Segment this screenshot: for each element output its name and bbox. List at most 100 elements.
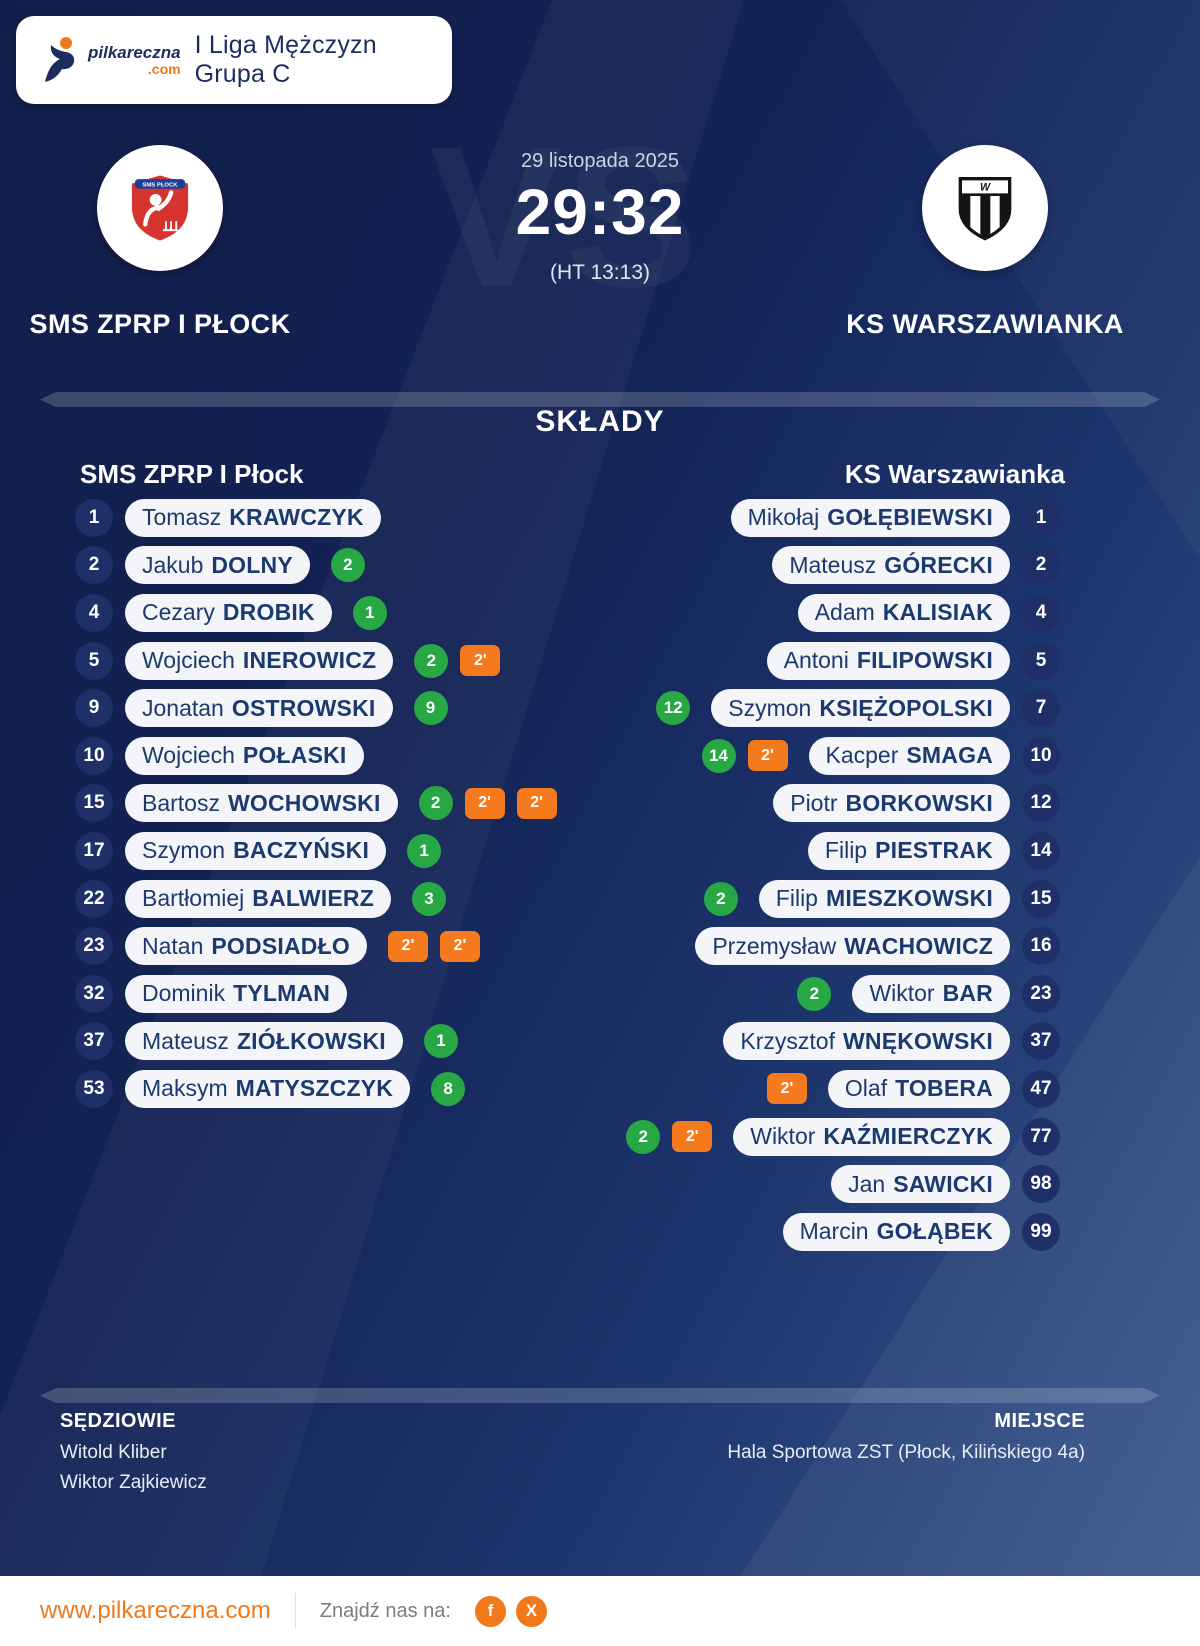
player-last-name: POŁASKI bbox=[242, 742, 347, 769]
facebook-icon[interactable]: f bbox=[474, 1595, 506, 1627]
player-name-pill: Filip PIESTRAK bbox=[807, 831, 1010, 870]
social-icons: f X bbox=[474, 1595, 547, 1627]
player-first-name: Filip bbox=[775, 885, 818, 912]
goals-badge: 2 bbox=[797, 976, 832, 1011]
roster-row: 12 Szymon KSIĘŻOPOLSKI 7 bbox=[656, 684, 1060, 732]
player-number: 32 bbox=[75, 974, 113, 1013]
player-name-pill: Antoni FILIPOWSKI bbox=[766, 641, 1010, 680]
roster-row: Marcin GOŁĄBEK 99 bbox=[774, 1208, 1060, 1256]
player-last-name: KALISIAK bbox=[882, 599, 993, 626]
player-first-name: Marcin bbox=[799, 1218, 869, 1245]
player-number: 23 bbox=[75, 927, 113, 966]
player-last-name: KAŹMIERCZYK bbox=[823, 1123, 993, 1150]
roster-row: 5 Wojciech INEROWICZ 2 2' bbox=[75, 637, 557, 685]
roster-row: 2 Filip MIESZKOWSKI 15 bbox=[703, 875, 1060, 923]
match-date: 29 listopada 2025 bbox=[521, 150, 679, 172]
player-last-name: OSTROWSKI bbox=[231, 694, 376, 721]
player-number: 2 bbox=[75, 546, 113, 585]
away-roster: Mikołaj GOŁĘBIEWSKI 1 Mateusz GÓRECKI 2 Adam KA… bbox=[626, 494, 1060, 1256]
player-last-name: WACHOWICZ bbox=[844, 932, 993, 959]
player-first-name: Jan bbox=[848, 1170, 886, 1197]
website-link[interactable]: www.pilkareczna.com bbox=[40, 1597, 271, 1624]
player-number: 15 bbox=[1022, 879, 1060, 918]
player-name-pill: Maksym MATYSZCZYK bbox=[125, 1069, 411, 1108]
goals-badge: 9 bbox=[413, 691, 448, 726]
player-last-name: SMAGA bbox=[906, 742, 993, 769]
home-roster-title: SMS ZPRP I Płock bbox=[80, 459, 304, 489]
suspension-badge: 2' bbox=[672, 1121, 713, 1153]
goals-badge: 2 bbox=[414, 643, 449, 678]
player-name-pill: Mateusz ZIÓŁKOWSKI bbox=[125, 1022, 403, 1061]
player-number: 5 bbox=[1022, 641, 1060, 680]
player-last-name: BACZYŃSKI bbox=[233, 837, 370, 864]
roster-row: 2 Jakub DOLNY 2 bbox=[75, 542, 557, 590]
league-title: I Liga Mężczyzn Grupa C bbox=[194, 31, 377, 88]
roster-row: Przemysław WACHOWICZ 16 bbox=[686, 922, 1060, 970]
player-last-name: DOLNY bbox=[211, 551, 293, 578]
roster-row: 4 Cezary DROBIK 1 bbox=[75, 589, 557, 637]
x-icon[interactable]: X bbox=[515, 1595, 547, 1627]
bottom-divider bbox=[40, 1388, 1160, 1403]
roster-row: 14 2' Kacper SMAGA 10 bbox=[701, 732, 1060, 780]
goals-badge: 3 bbox=[411, 881, 446, 916]
player-first-name: Dominik bbox=[142, 980, 226, 1007]
player-number: 16 bbox=[1022, 927, 1060, 966]
player-number: 4 bbox=[75, 593, 113, 632]
match-score: 29:32 bbox=[515, 176, 685, 248]
player-last-name: MIESZKOWSKI bbox=[825, 885, 993, 912]
player-number: 99 bbox=[1022, 1212, 1060, 1251]
player-last-name: PIESTRAK bbox=[875, 837, 993, 864]
roster-row: 10 Wojciech POŁASKI bbox=[75, 732, 557, 780]
player-first-name: Przemysław bbox=[712, 932, 837, 959]
player-name-pill: Kacper SMAGA bbox=[808, 736, 1010, 775]
player-number: 37 bbox=[1022, 1022, 1060, 1061]
player-number: 17 bbox=[75, 831, 113, 870]
player-last-name: SAWICKI bbox=[893, 1170, 993, 1197]
roster-row: 32 Dominik TYLMAN bbox=[75, 970, 557, 1018]
player-first-name: Jonatan bbox=[142, 694, 224, 721]
player-last-name: GÓRECKI bbox=[884, 551, 993, 578]
player-name-pill: Tomasz KRAWCZYK bbox=[125, 498, 381, 537]
player-first-name: Natan bbox=[142, 932, 204, 959]
roster-row: 2' Olaf TOBERA 47 bbox=[766, 1065, 1060, 1113]
roster-row: 2 Wiktor BAR 23 bbox=[797, 970, 1060, 1018]
player-number: 10 bbox=[75, 736, 113, 775]
player-number: 23 bbox=[1022, 974, 1060, 1013]
vs-watermark: VS bbox=[430, 118, 701, 318]
player-last-name: INEROWICZ bbox=[242, 647, 377, 674]
player-number: 12 bbox=[1022, 784, 1060, 823]
player-name-pill: Jonatan OSTROWSKI bbox=[125, 689, 393, 728]
player-first-name: Olaf bbox=[844, 1075, 888, 1102]
lineups-title: SKŁADY bbox=[535, 405, 665, 438]
sms-plock-crest-icon: SMS PŁOCK bbox=[128, 172, 192, 244]
suspension-badge: 2' bbox=[516, 787, 557, 819]
home-team-block: SMS PŁOCK SMS ZPRP I PŁOCK bbox=[13, 145, 307, 340]
roster-row: Piotr BORKOWSKI 12 bbox=[764, 780, 1060, 828]
player-name-pill: Natan PODSIADŁO bbox=[125, 927, 367, 966]
roster-row: Mikołaj GOŁĘBIEWSKI 1 bbox=[722, 494, 1060, 542]
player-first-name: Piotr bbox=[790, 789, 838, 816]
player-number: 2 bbox=[1022, 546, 1060, 585]
player-first-name: Mateusz bbox=[142, 1027, 229, 1054]
player-name-pill: Mikołaj GOŁĘBIEWSKI bbox=[730, 498, 1010, 537]
player-last-name: KRAWCZYK bbox=[229, 504, 364, 531]
away-team-name: KS WARSZAWIANKA bbox=[846, 309, 1124, 339]
player-name-pill: Jakub DOLNY bbox=[125, 546, 310, 585]
roster-row: Mateusz GÓRECKI 2 bbox=[763, 542, 1060, 590]
roster-row: 15 Bartosz WOCHOWSKI 2 2' 2' bbox=[75, 780, 557, 828]
roster-row: 22 Bartłomiej BALWIERZ 3 bbox=[75, 875, 557, 923]
away-team-logo: W bbox=[922, 145, 1048, 271]
player-name-pill: Wiktor BAR bbox=[852, 974, 1010, 1013]
player-name-pill: Wiktor KAŹMIERCZYK bbox=[733, 1117, 1010, 1156]
player-last-name: KSIĘŻOPOLSKI bbox=[819, 694, 993, 721]
brand-text: pilkareczna .com bbox=[88, 44, 181, 76]
player-first-name: Adam bbox=[814, 599, 875, 626]
player-number: 15 bbox=[75, 784, 113, 823]
player-first-name: Wiktor bbox=[750, 1123, 816, 1150]
player-number: 1 bbox=[1022, 498, 1060, 537]
player-name-pill: Cezary DROBIK bbox=[125, 593, 332, 632]
handball-player-icon bbox=[45, 37, 75, 82]
player-number: 14 bbox=[1022, 831, 1060, 870]
player-first-name: Bartosz bbox=[142, 789, 220, 816]
player-first-name: Bartłomiej bbox=[142, 885, 245, 912]
